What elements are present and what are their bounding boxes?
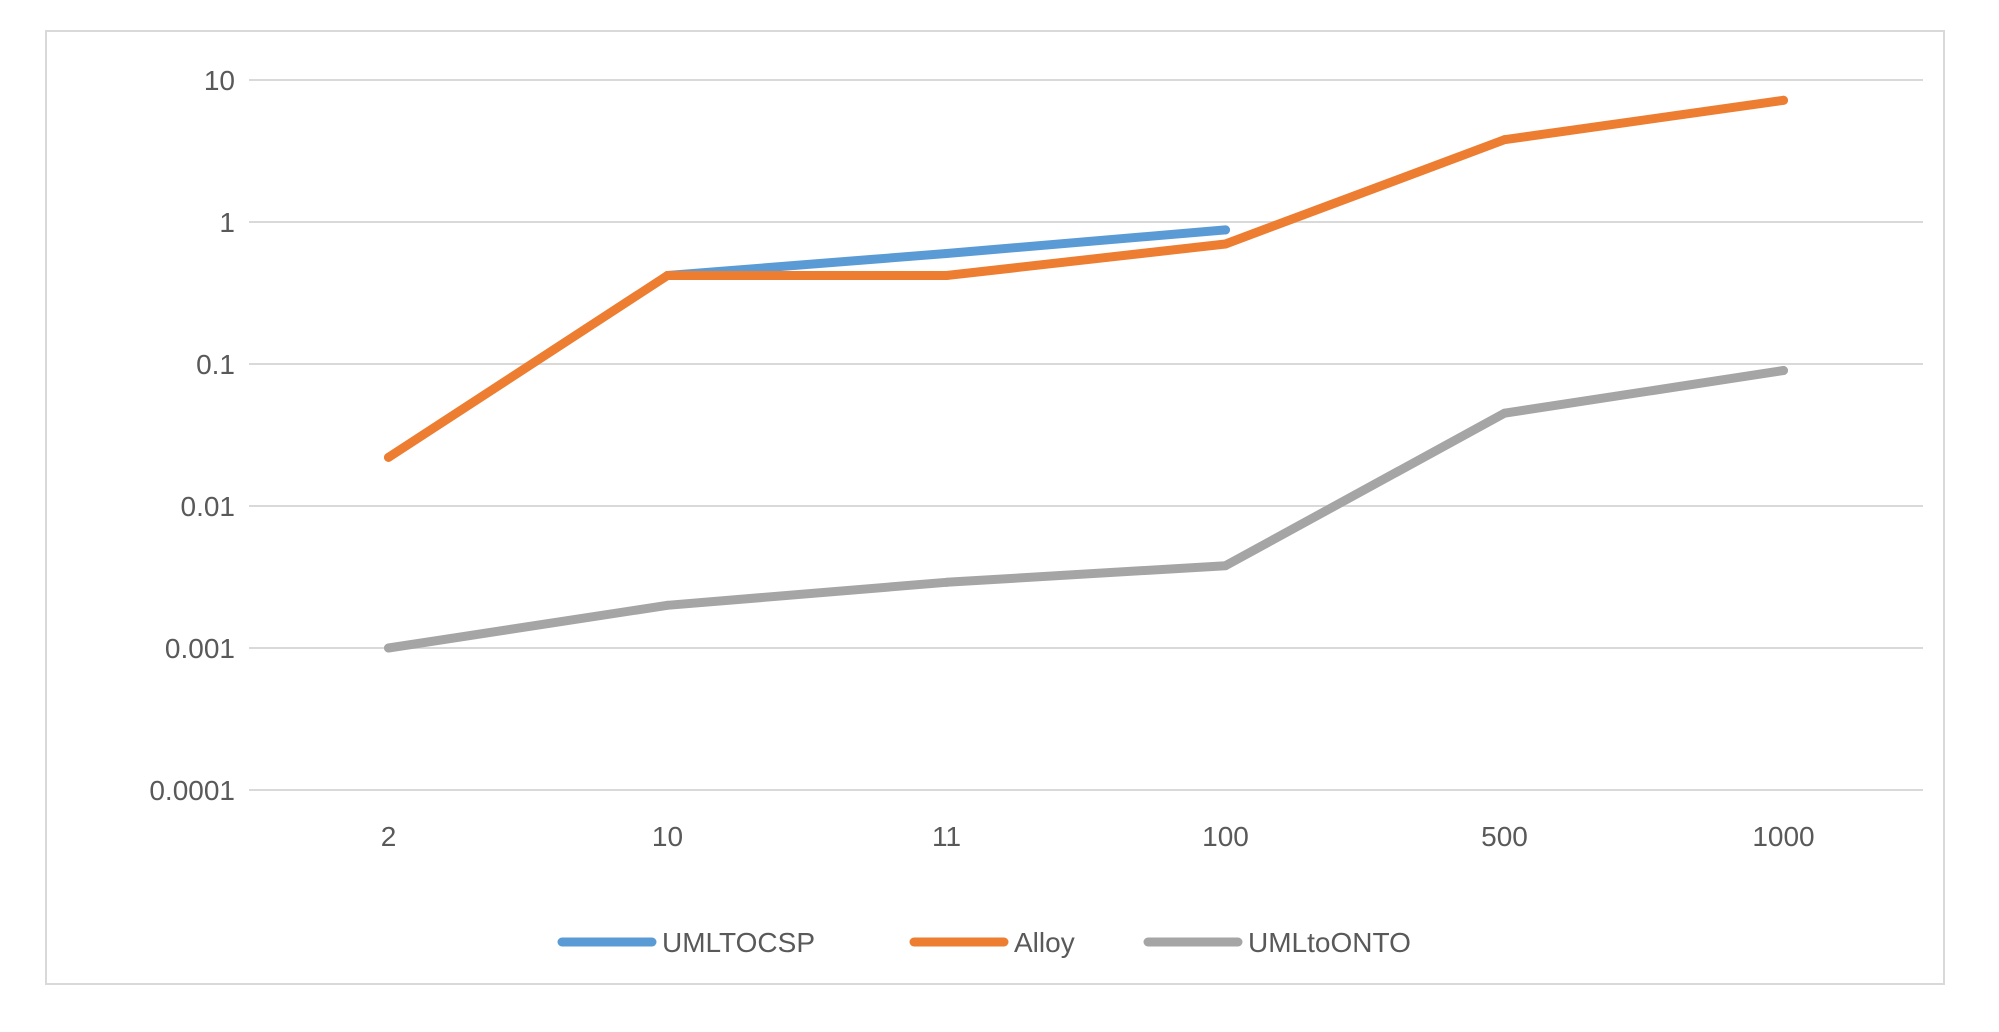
x-tick-label: 10 <box>652 821 683 852</box>
x-tick-label: 500 <box>1481 821 1528 852</box>
data-point <box>1779 365 1788 375</box>
data-point <box>942 577 951 587</box>
legend-label: Alloy <box>1014 927 1075 958</box>
legend-item-umltoonto: UMLtoONTO <box>1143 927 1411 958</box>
x-tick-label: 100 <box>1202 821 1249 852</box>
data-point <box>1500 408 1509 418</box>
series-line <box>384 366 1788 653</box>
data-point <box>942 270 951 280</box>
series-umltoonto <box>384 365 1788 653</box>
legend: UMLTOCSP Alloy UMLtoONTO <box>557 927 1411 958</box>
data-point <box>1779 95 1788 105</box>
data-point <box>384 643 393 653</box>
y-tick-label: 1 <box>219 207 235 238</box>
y-tick-label: 0.001 <box>165 633 235 664</box>
legend-label: UMLtoONTO <box>1248 927 1411 958</box>
series-alloy <box>384 95 1788 462</box>
series-line <box>384 95 1788 462</box>
y-tick-label: 0.0001 <box>149 775 235 806</box>
legend-item-umltocsp: UMLTOCSP <box>557 927 815 958</box>
chart-frame: 10 1 0.1 0.01 0.001 0.0001 2 10 11 100 500 1000 UM… <box>45 30 1945 985</box>
data-point <box>1221 225 1230 235</box>
data-point <box>663 600 672 610</box>
legend-label: UMLTOCSP <box>662 927 815 958</box>
x-tick-label: 1000 <box>1752 821 1814 852</box>
data-point <box>1500 135 1509 145</box>
y-tick-label: 0.01 <box>181 491 236 522</box>
data-point <box>1221 561 1230 571</box>
y-axis-tick-labels: 10 1 0.1 0.01 0.001 0.0001 <box>149 65 235 806</box>
x-tick-label: 2 <box>381 821 397 852</box>
y-tick-label: 10 <box>204 65 235 96</box>
y-tick-label: 0.1 <box>196 349 235 380</box>
data-point <box>384 452 393 462</box>
data-point <box>942 249 951 259</box>
data-point <box>663 270 672 280</box>
gridlines <box>249 79 1923 791</box>
x-tick-label: 11 <box>932 821 961 852</box>
legend-item-alloy: Alloy <box>909 927 1075 958</box>
data-point <box>1221 239 1230 249</box>
series-lines <box>384 95 1788 653</box>
chart-canvas: 10 1 0.1 0.01 0.001 0.0001 2 10 11 100 500 1000 UM… <box>149 65 1923 958</box>
x-axis-tick-labels: 2 10 11 100 500 1000 <box>381 821 1815 852</box>
